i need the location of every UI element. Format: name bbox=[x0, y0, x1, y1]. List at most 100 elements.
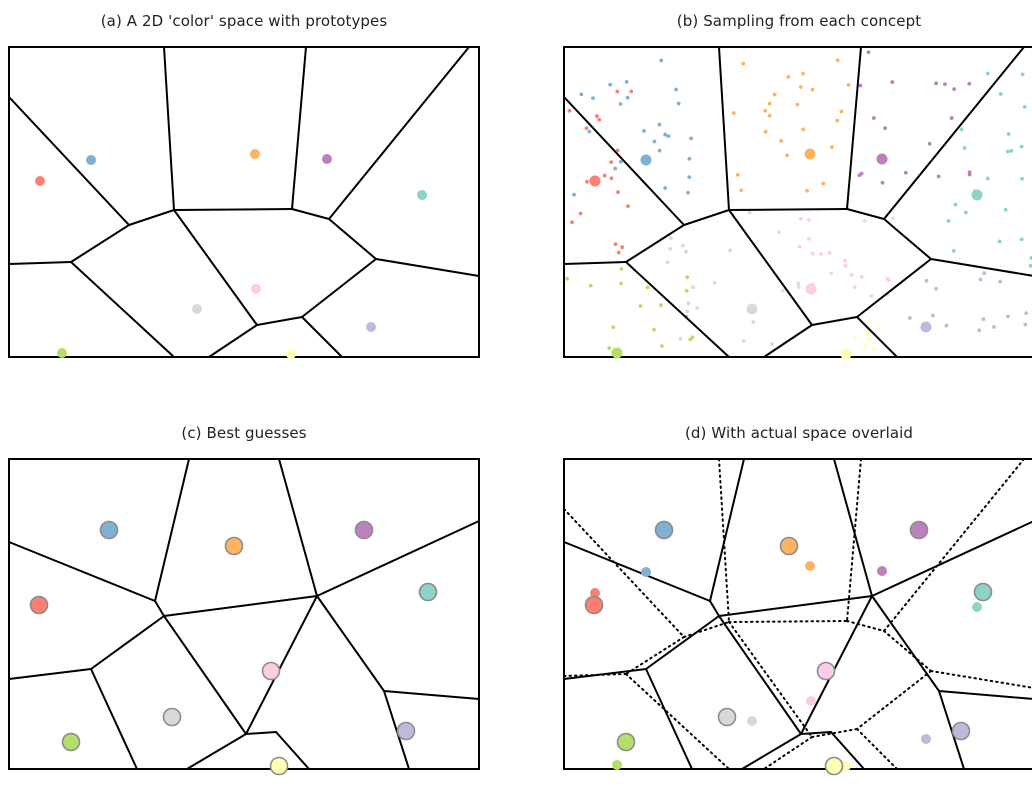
sample-lilac bbox=[907, 316, 912, 320]
actual-boundary bbox=[625, 636, 685, 675]
sample-green bbox=[588, 283, 593, 288]
sample-lilac bbox=[944, 323, 949, 328]
panel-a-plot bbox=[8, 46, 480, 359]
concept-boundary bbox=[625, 224, 685, 263]
panel-c-title: (c) Best guesses bbox=[181, 424, 307, 442]
concept-boundary bbox=[563, 261, 627, 265]
concept-boundary bbox=[625, 261, 730, 358]
sample-red bbox=[615, 148, 620, 153]
sample-lilac bbox=[977, 328, 982, 333]
sample-teal bbox=[997, 239, 1002, 244]
sample-purple bbox=[943, 82, 947, 87]
sample-pink bbox=[885, 276, 890, 281]
guess-teal bbox=[418, 582, 438, 602]
actual-boundary bbox=[856, 670, 932, 730]
concept-boundary bbox=[856, 258, 932, 318]
prototype-green bbox=[57, 348, 67, 358]
guess-boundary bbox=[871, 595, 940, 692]
sample-blue bbox=[687, 156, 692, 161]
sample-purple bbox=[871, 116, 876, 120]
guess-boundary bbox=[830, 731, 865, 770]
sample-lilac bbox=[1024, 311, 1029, 315]
guess-lilac bbox=[396, 721, 416, 741]
sample-pink bbox=[829, 271, 834, 276]
prototype-pink bbox=[806, 696, 816, 706]
sample-orange bbox=[767, 101, 772, 106]
guess-gray bbox=[717, 707, 737, 727]
guess-orange bbox=[224, 536, 244, 556]
concept-boundary bbox=[728, 208, 848, 211]
sample-blue bbox=[608, 82, 613, 87]
sample-purple bbox=[866, 50, 871, 55]
sample-green bbox=[611, 325, 616, 329]
guess-boundary bbox=[718, 615, 802, 735]
concept-boundary bbox=[763, 324, 813, 358]
guess-pink bbox=[261, 661, 281, 681]
sample-blue bbox=[579, 92, 584, 97]
sample-blue bbox=[666, 134, 671, 139]
guess-pink bbox=[816, 661, 836, 681]
sample-blue bbox=[652, 139, 657, 144]
sample-green bbox=[685, 275, 690, 280]
sample-red bbox=[626, 204, 630, 209]
sample-teal bbox=[1029, 255, 1032, 260]
sample-red bbox=[613, 242, 618, 247]
sample-teal bbox=[1028, 263, 1032, 268]
sample-pink bbox=[807, 236, 811, 241]
sample-purple bbox=[903, 170, 908, 175]
sample-pink bbox=[849, 272, 854, 277]
sample-orange bbox=[835, 58, 840, 63]
guess-boundary bbox=[833, 458, 873, 597]
sample-green bbox=[688, 337, 693, 342]
sample-teal bbox=[1022, 105, 1027, 109]
sample-green bbox=[645, 285, 650, 290]
concept-boundary bbox=[173, 209, 258, 326]
guess-boundary bbox=[645, 615, 720, 670]
concept-boundary bbox=[846, 208, 885, 220]
sample-blue bbox=[625, 95, 630, 100]
prototype-lilac bbox=[366, 322, 376, 332]
sample-orange bbox=[829, 145, 834, 150]
prototype-blue bbox=[641, 567, 651, 577]
guess-boundary bbox=[8, 668, 92, 680]
sample-gray bbox=[751, 320, 756, 325]
sample-lilac bbox=[930, 313, 935, 318]
sample-red bbox=[609, 176, 614, 181]
sample-red bbox=[602, 173, 607, 178]
sample-pink bbox=[798, 216, 803, 221]
sample-orange bbox=[731, 111, 736, 115]
guess-purple bbox=[354, 520, 374, 540]
sample-blue bbox=[591, 96, 595, 101]
sample-orange bbox=[763, 129, 768, 134]
sample-red bbox=[570, 220, 574, 225]
guess-teal bbox=[973, 582, 993, 602]
guess-purple bbox=[909, 520, 929, 540]
concept-boundary bbox=[883, 218, 932, 260]
panel-d-title: (d) With actual space overlaid bbox=[684, 424, 914, 442]
sample-yellow bbox=[853, 336, 857, 341]
sample-pink bbox=[862, 218, 867, 223]
sample-pink bbox=[852, 285, 857, 290]
actual-boundary bbox=[846, 458, 862, 622]
sample-teal bbox=[1009, 149, 1014, 153]
actual-boundary bbox=[728, 621, 813, 738]
plot-frame bbox=[563, 458, 1032, 770]
actual-boundary bbox=[563, 508, 685, 638]
guess-green bbox=[616, 732, 636, 752]
sample-yellow bbox=[872, 347, 877, 352]
guess-boundary bbox=[563, 541, 711, 602]
sample-teal bbox=[951, 248, 956, 253]
sample-lilac bbox=[981, 317, 986, 322]
sample-gray bbox=[728, 248, 733, 253]
sample-teal bbox=[959, 127, 964, 132]
actual-boundary bbox=[563, 673, 627, 677]
sample-green bbox=[619, 266, 624, 271]
prototype-teal bbox=[972, 602, 982, 612]
panel-b: (b) Sampling from each concept bbox=[563, 12, 1032, 360]
sample-green bbox=[565, 276, 570, 281]
prototype-green bbox=[612, 760, 622, 770]
concept-boundary bbox=[301, 258, 377, 318]
sample-lilac bbox=[1023, 322, 1028, 327]
sample-purple bbox=[890, 80, 895, 84]
sample-yellow bbox=[866, 331, 871, 336]
